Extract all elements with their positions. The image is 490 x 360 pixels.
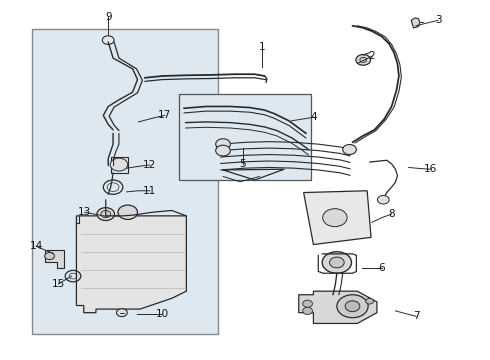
Circle shape — [97, 208, 115, 221]
Circle shape — [303, 307, 313, 315]
Polygon shape — [45, 250, 64, 268]
Text: 8: 8 — [388, 209, 395, 219]
Polygon shape — [299, 291, 377, 323]
Text: 11: 11 — [143, 186, 156, 196]
Text: 4: 4 — [310, 112, 317, 122]
Text: 5: 5 — [239, 159, 246, 169]
Text: 10: 10 — [155, 310, 169, 319]
Text: 6: 6 — [378, 263, 385, 273]
Circle shape — [118, 205, 138, 220]
Text: 16: 16 — [424, 164, 437, 174]
Text: 1: 1 — [259, 42, 266, 52]
Text: 12: 12 — [143, 160, 156, 170]
Polygon shape — [76, 216, 186, 313]
Circle shape — [360, 57, 367, 62]
Circle shape — [377, 195, 389, 204]
Text: 15: 15 — [52, 279, 65, 289]
Text: 9: 9 — [105, 12, 112, 22]
Circle shape — [345, 301, 360, 312]
Circle shape — [322, 252, 351, 273]
Bar — [32, 30, 218, 334]
Circle shape — [102, 36, 114, 44]
Polygon shape — [411, 18, 420, 28]
Text: 14: 14 — [30, 241, 43, 251]
Circle shape — [216, 145, 230, 156]
Text: 13: 13 — [78, 207, 91, 217]
Text: 7: 7 — [413, 311, 419, 321]
Circle shape — [337, 295, 368, 318]
Text: 17: 17 — [158, 111, 171, 121]
Circle shape — [323, 209, 347, 226]
Circle shape — [216, 139, 230, 149]
Circle shape — [303, 300, 313, 307]
Circle shape — [117, 309, 127, 317]
Text: 2: 2 — [369, 51, 375, 61]
Circle shape — [343, 144, 356, 154]
Circle shape — [366, 298, 373, 304]
Circle shape — [101, 211, 111, 218]
Circle shape — [330, 257, 344, 268]
Bar — [179, 94, 311, 180]
Circle shape — [110, 158, 128, 171]
Polygon shape — [304, 191, 371, 244]
Text: 3: 3 — [435, 15, 441, 26]
Circle shape — [356, 54, 370, 65]
Circle shape — [45, 252, 54, 260]
